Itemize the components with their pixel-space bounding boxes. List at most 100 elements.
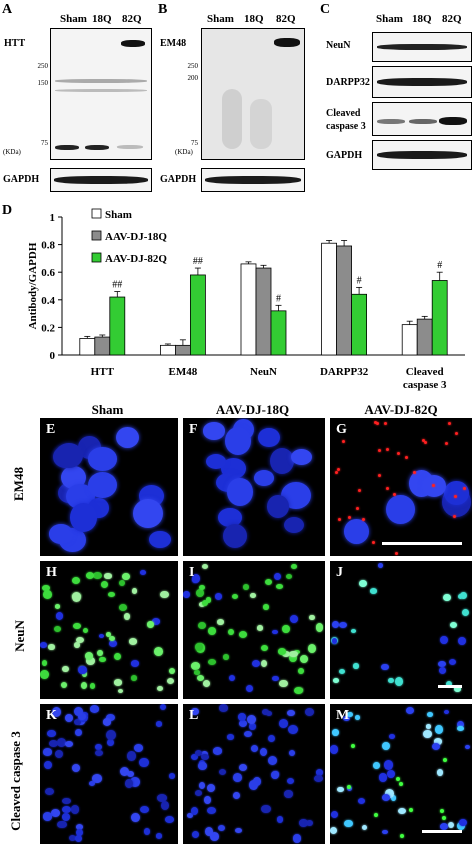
blot-b-label: EM48 [160, 38, 187, 49]
cell [309, 614, 315, 621]
cell [115, 426, 139, 448]
blot-a-gapdh [50, 168, 152, 192]
cell [243, 584, 250, 590]
bar-sham [240, 263, 257, 356]
cell [259, 748, 268, 757]
cell [254, 470, 275, 486]
cell [108, 592, 115, 598]
cell [87, 471, 118, 499]
cell [60, 682, 68, 689]
cell [205, 453, 227, 470]
cell [187, 812, 194, 819]
cell [386, 448, 390, 452]
cell [48, 644, 55, 650]
cell [72, 592, 81, 602]
cell [315, 623, 324, 632]
cell [431, 742, 441, 751]
cell [359, 580, 367, 588]
cell [84, 652, 93, 661]
cell [362, 517, 366, 521]
cell [191, 831, 200, 838]
cell [190, 753, 199, 761]
cell [299, 819, 308, 827]
cell [355, 506, 359, 510]
cell [160, 704, 167, 710]
band [55, 89, 147, 92]
cell [238, 720, 247, 727]
cell [307, 643, 316, 653]
panel-label-i: I [189, 565, 195, 580]
category-label: EM48 [169, 366, 198, 378]
cell [107, 739, 114, 746]
cell [190, 807, 198, 815]
cell [347, 711, 354, 718]
cell [423, 729, 432, 738]
cell [105, 631, 112, 637]
cell [344, 820, 353, 828]
panel-label-b: B [158, 2, 168, 17]
y-tick-label: 0.8 [41, 240, 55, 252]
cell [250, 592, 256, 598]
cell [61, 465, 86, 489]
cell [439, 809, 444, 814]
cell [238, 713, 247, 721]
mw-a-250: 250 [37, 62, 49, 70]
bar-aav-dj-18q [255, 267, 272, 356]
mw-a-75: 75 [41, 139, 48, 147]
cell [165, 816, 175, 823]
cell [54, 749, 63, 759]
cell [390, 795, 397, 801]
cell [300, 655, 309, 664]
panel-label-a: A [2, 2, 13, 17]
significance-marker: ## [112, 280, 122, 291]
col-label-18q: AAV-DJ-18Q [215, 402, 290, 417]
cell [279, 679, 288, 688]
panel-label-d: D [2, 203, 13, 218]
cell [294, 686, 303, 695]
cell [288, 653, 297, 663]
cell [207, 807, 217, 814]
band [377, 44, 467, 50]
cell [438, 661, 446, 668]
mw-b-unit: (KDa) [175, 148, 193, 156]
cell [78, 712, 86, 720]
cell [342, 716, 350, 722]
cell [205, 827, 214, 837]
cell [409, 808, 414, 813]
cell [86, 656, 95, 665]
cell [381, 663, 389, 671]
cell [457, 636, 466, 645]
cell [105, 713, 116, 722]
cell [260, 804, 271, 813]
cell [231, 593, 239, 600]
mw-b-200: 200 [187, 74, 199, 82]
cell [350, 628, 357, 633]
cell [353, 663, 359, 669]
cell [361, 824, 368, 831]
cell [95, 750, 103, 756]
cell [444, 481, 469, 505]
band [377, 119, 405, 124]
cell [398, 781, 403, 786]
bar-aav-dj-82q [351, 293, 368, 356]
cell [203, 422, 226, 440]
cell [441, 816, 446, 821]
cell [261, 659, 268, 667]
cell [151, 618, 161, 625]
cell [129, 776, 140, 787]
cell [42, 748, 52, 756]
cell [453, 686, 462, 692]
cell [330, 827, 338, 834]
blot-c-darpp32 [372, 66, 472, 98]
cell [455, 432, 459, 436]
cell [104, 573, 112, 579]
cell [147, 621, 154, 628]
lane-18q-a: 18Q [92, 13, 112, 25]
cell [347, 516, 351, 520]
panel-label-l: L [189, 708, 199, 723]
cell [276, 584, 283, 590]
cell [330, 745, 339, 754]
cell [238, 630, 248, 639]
cell [194, 670, 200, 675]
row-label-em48: EM48 [11, 467, 26, 501]
